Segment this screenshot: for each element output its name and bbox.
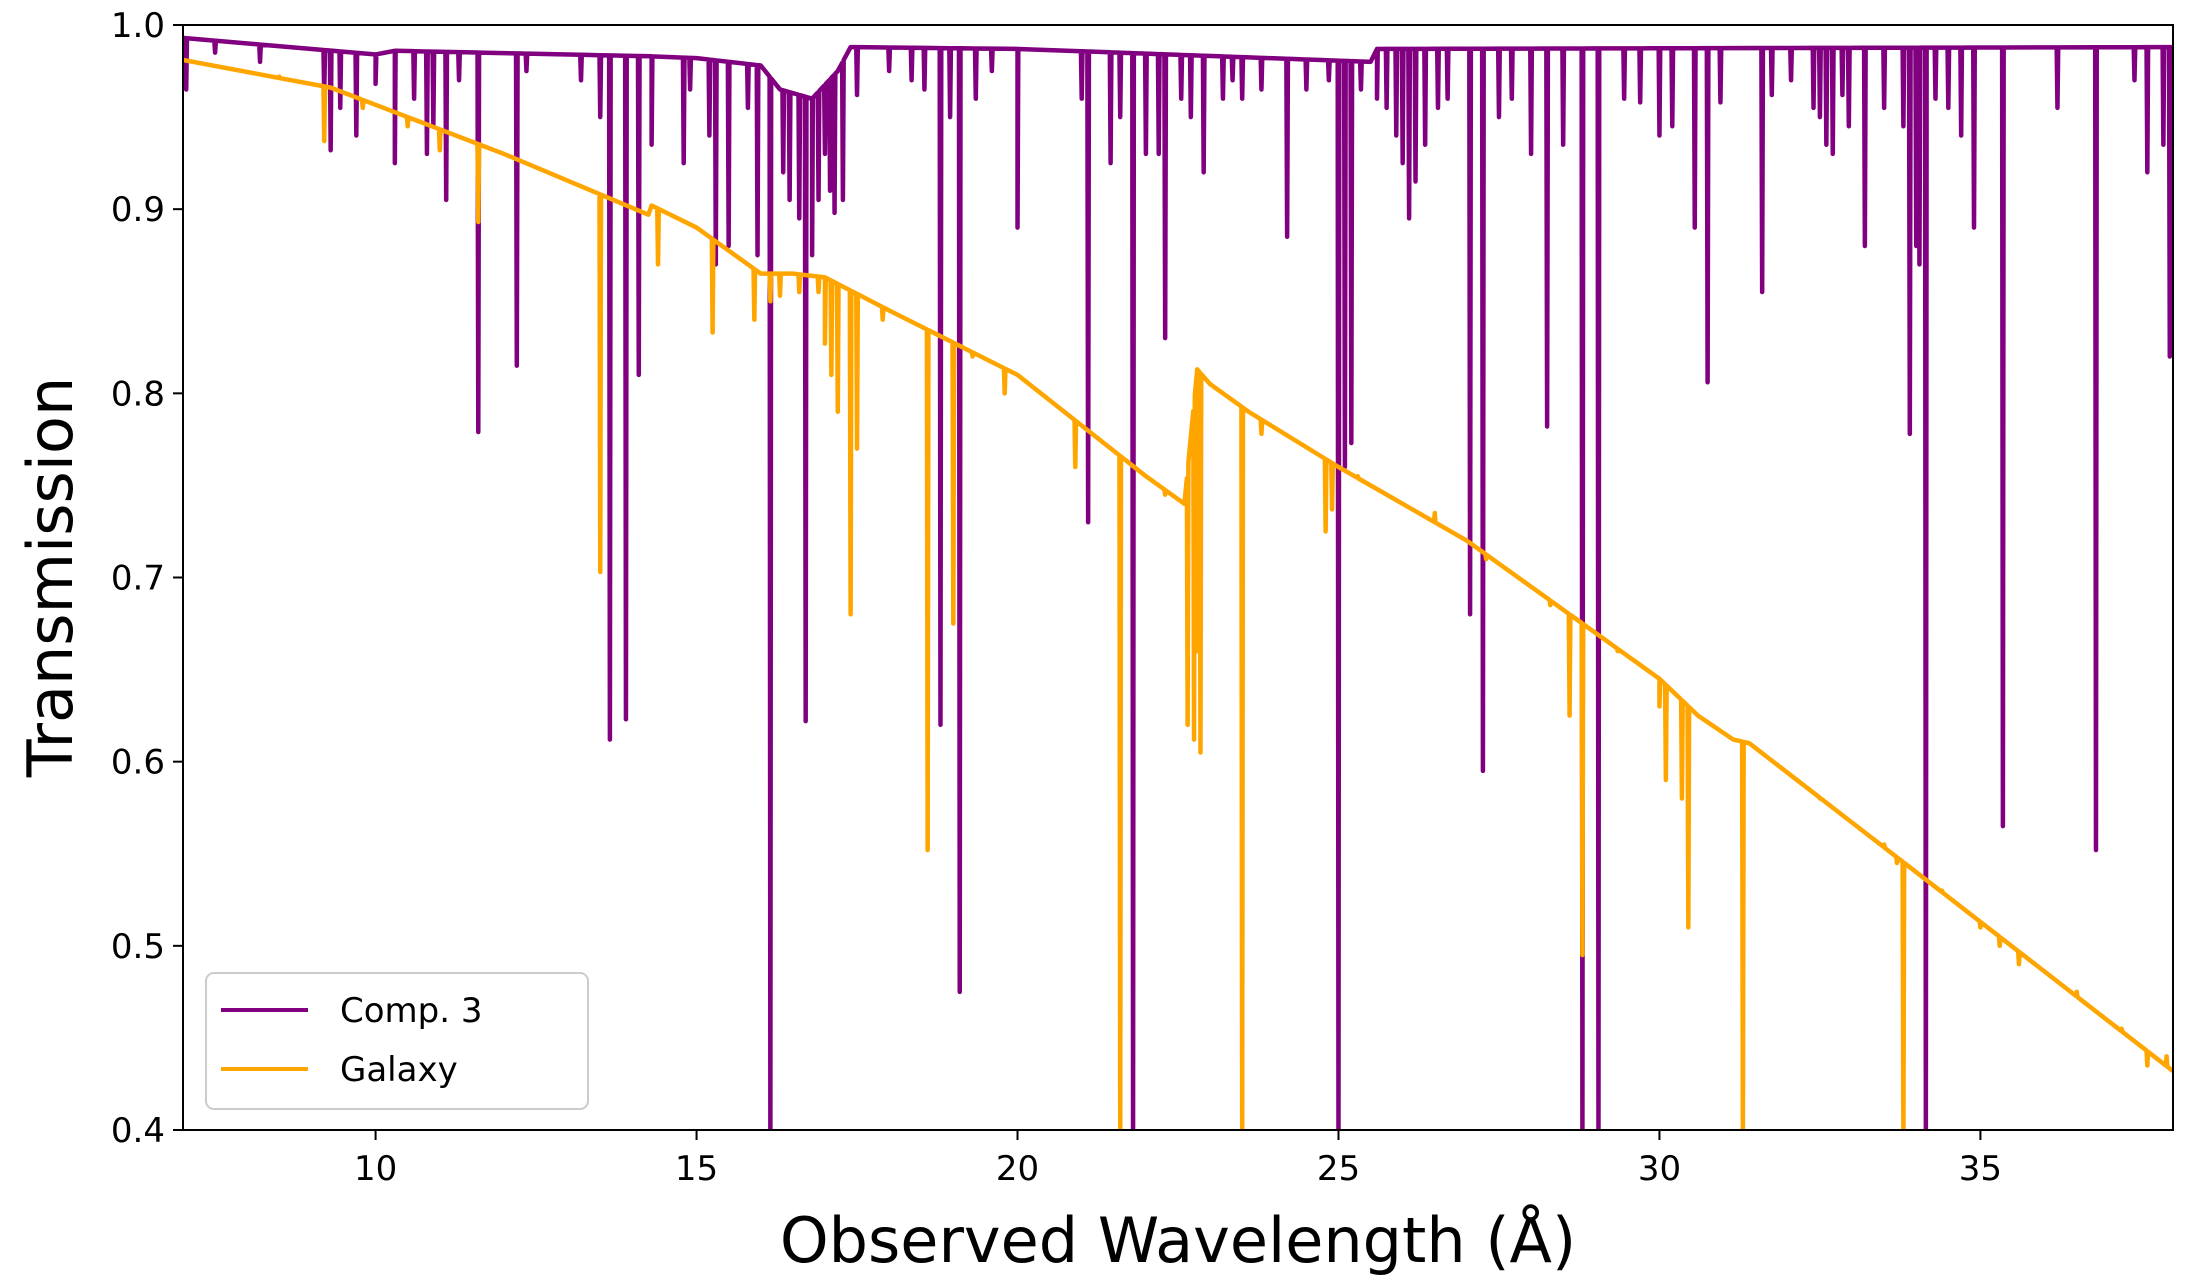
x-tick-label: 20 [996, 1149, 1039, 1189]
x-tick-label: 15 [675, 1149, 718, 1189]
y-tick-label: 1.0 [111, 6, 165, 46]
legend-label-comp3: Comp. 3 [340, 991, 483, 1031]
y-tick-label: 0.8 [111, 374, 165, 414]
x-tick-label: 10 [354, 1149, 397, 1189]
x-tick-label: 25 [1317, 1149, 1360, 1189]
x-tick-label: 35 [1959, 1149, 2002, 1189]
legend-box [205, 972, 589, 1110]
series-line-comp3 [183, 35, 2173, 1130]
x-axis: 10 15 20 25 30 35 [354, 1130, 2002, 1189]
series-layer [183, 35, 2173, 1130]
y-axis-title: Transmission [14, 377, 87, 779]
y-axis: 0.4 0.5 0.6 0.7 0.8 0.9 1.0 [111, 6, 183, 1151]
x-axis-title: Observed Wavelength (Å) [780, 1204, 1576, 1277]
y-tick-label: 0.7 [111, 559, 165, 599]
y-tick-label: 0.4 [111, 1111, 165, 1151]
series-line-galaxy [183, 57, 2173, 1130]
y-tick-label: 0.6 [111, 743, 165, 783]
x-tick-label: 30 [1638, 1149, 1681, 1189]
legend-label-galaxy: Galaxy [340, 1050, 458, 1090]
y-tick-label: 0.9 [111, 190, 165, 230]
legend: Comp. 3 Galaxy [205, 972, 589, 1110]
y-tick-label: 0.5 [111, 927, 165, 967]
